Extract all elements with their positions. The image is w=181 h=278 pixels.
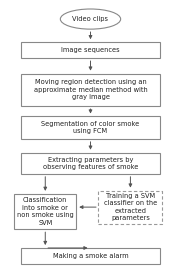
FancyBboxPatch shape xyxy=(21,116,160,139)
FancyBboxPatch shape xyxy=(21,248,160,264)
FancyBboxPatch shape xyxy=(21,74,160,106)
Text: Video clips: Video clips xyxy=(73,16,108,22)
FancyBboxPatch shape xyxy=(14,194,76,229)
Ellipse shape xyxy=(60,9,121,29)
FancyBboxPatch shape xyxy=(21,153,160,174)
FancyBboxPatch shape xyxy=(98,190,162,224)
Text: Segmentation of color smoke
using FCM: Segmentation of color smoke using FCM xyxy=(41,121,140,135)
FancyBboxPatch shape xyxy=(21,42,160,58)
Text: Making a smoke alarm: Making a smoke alarm xyxy=(53,253,128,259)
Text: Training a SVM
classifier on the
extracted
parameters: Training a SVM classifier on the extract… xyxy=(104,193,157,221)
Text: Image sequences: Image sequences xyxy=(61,47,120,53)
Text: Moving region detection using an
approximate median method with
gray image: Moving region detection using an approxi… xyxy=(34,79,147,100)
Text: Classification
into smoke or
non smoke using
SVM: Classification into smoke or non smoke u… xyxy=(17,197,74,226)
Text: Extracting parameters by
observing features of smoke: Extracting parameters by observing featu… xyxy=(43,157,138,170)
